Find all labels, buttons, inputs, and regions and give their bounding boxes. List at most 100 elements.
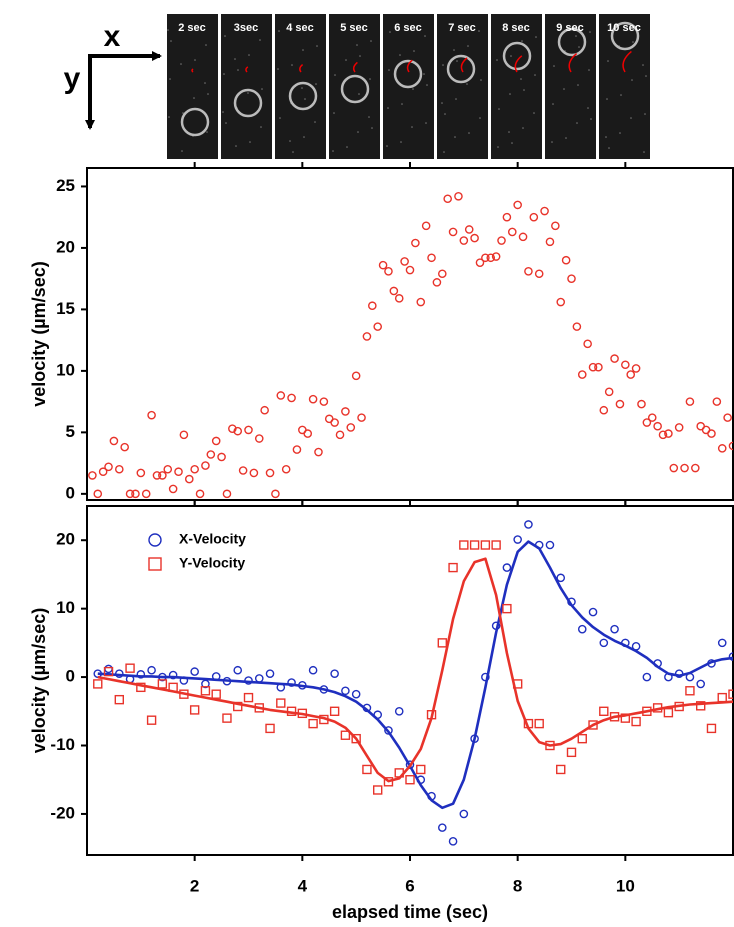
data-point <box>664 429 673 438</box>
speck <box>169 78 171 80</box>
data-point <box>577 624 587 634</box>
data-point <box>502 212 512 222</box>
data-point <box>712 397 722 406</box>
data-point <box>556 297 566 307</box>
y-tick-label: 15 <box>56 299 75 318</box>
data-point <box>233 665 243 675</box>
data-point <box>222 713 232 723</box>
frame-image <box>329 14 380 159</box>
data-point <box>437 638 447 648</box>
speck <box>225 122 227 124</box>
data-point <box>588 720 598 730</box>
data-point <box>330 418 339 427</box>
image-frame: 9 sec <box>545 14 596 159</box>
speck <box>575 35 577 37</box>
speck <box>424 35 426 37</box>
x-tick-label: 8 <box>513 876 522 895</box>
speck <box>279 117 281 119</box>
speck <box>386 145 388 147</box>
speck <box>605 136 607 138</box>
data-point <box>254 434 264 443</box>
data-point <box>717 638 727 648</box>
data-point <box>615 399 625 409</box>
data-point <box>427 253 436 263</box>
data-point <box>314 447 323 457</box>
data-point <box>351 733 361 744</box>
data-point <box>362 332 372 341</box>
speck <box>277 68 279 70</box>
speck <box>346 146 348 148</box>
data-point <box>147 410 156 420</box>
speck <box>510 55 512 57</box>
y-tick-label: 0 <box>66 483 75 502</box>
data-point <box>561 255 571 265</box>
speck <box>261 88 263 90</box>
speck <box>193 97 195 99</box>
speck <box>455 98 457 100</box>
data-point <box>637 399 646 409</box>
speck <box>496 59 498 61</box>
trajectory <box>352 61 358 73</box>
data-point <box>534 718 544 729</box>
data-point <box>368 301 377 311</box>
speck <box>206 131 208 133</box>
speck <box>533 112 535 114</box>
data-point <box>271 489 280 499</box>
speck <box>370 40 372 42</box>
image-frame: 6 sec <box>383 14 434 159</box>
data-point <box>723 413 732 422</box>
speck <box>509 93 511 95</box>
y-tick-label: -20 <box>50 803 75 822</box>
data-point <box>308 665 318 675</box>
frame-label: 2 sec <box>178 22 206 34</box>
data-point <box>556 573 566 583</box>
speck <box>223 73 225 75</box>
speck <box>619 132 621 134</box>
speck <box>304 98 306 100</box>
data-point <box>281 464 291 474</box>
data-point <box>362 764 372 775</box>
data-point <box>163 464 173 474</box>
data-point <box>244 425 253 435</box>
y-tick-label: 20 <box>56 237 75 256</box>
speck <box>521 40 523 42</box>
speck <box>645 75 647 77</box>
data-point <box>529 212 539 222</box>
data-point <box>195 489 205 499</box>
speck <box>552 103 554 105</box>
data-point <box>647 413 657 422</box>
speck <box>576 122 578 124</box>
data-point <box>319 397 329 406</box>
y-tick-label: 5 <box>66 422 75 441</box>
data-point <box>168 670 178 680</box>
data-point <box>330 669 339 678</box>
data-point <box>136 468 146 478</box>
data-point <box>610 354 619 363</box>
data-point <box>599 405 609 415</box>
speck <box>368 116 370 118</box>
data-point <box>707 429 716 438</box>
speck <box>511 142 513 144</box>
plot-area <box>93 520 733 846</box>
data-point <box>308 718 318 729</box>
data-point <box>572 322 582 331</box>
data-point <box>416 764 426 775</box>
data-point <box>497 236 506 245</box>
x-tick-label: 4 <box>298 876 308 895</box>
speck <box>551 141 553 143</box>
trajectory <box>514 55 523 73</box>
image-frame: 2 sec <box>167 14 218 159</box>
speck <box>389 31 391 33</box>
speck <box>411 126 413 128</box>
trajectory <box>568 53 578 73</box>
data-point <box>610 624 619 634</box>
data-point <box>507 227 517 237</box>
data-point <box>260 405 269 415</box>
legend-marker <box>148 533 162 547</box>
data-point <box>329 706 340 716</box>
data-point <box>357 413 366 422</box>
data-point <box>696 679 706 689</box>
data-point <box>125 489 135 499</box>
data-point <box>394 294 404 303</box>
data-point <box>114 694 125 705</box>
